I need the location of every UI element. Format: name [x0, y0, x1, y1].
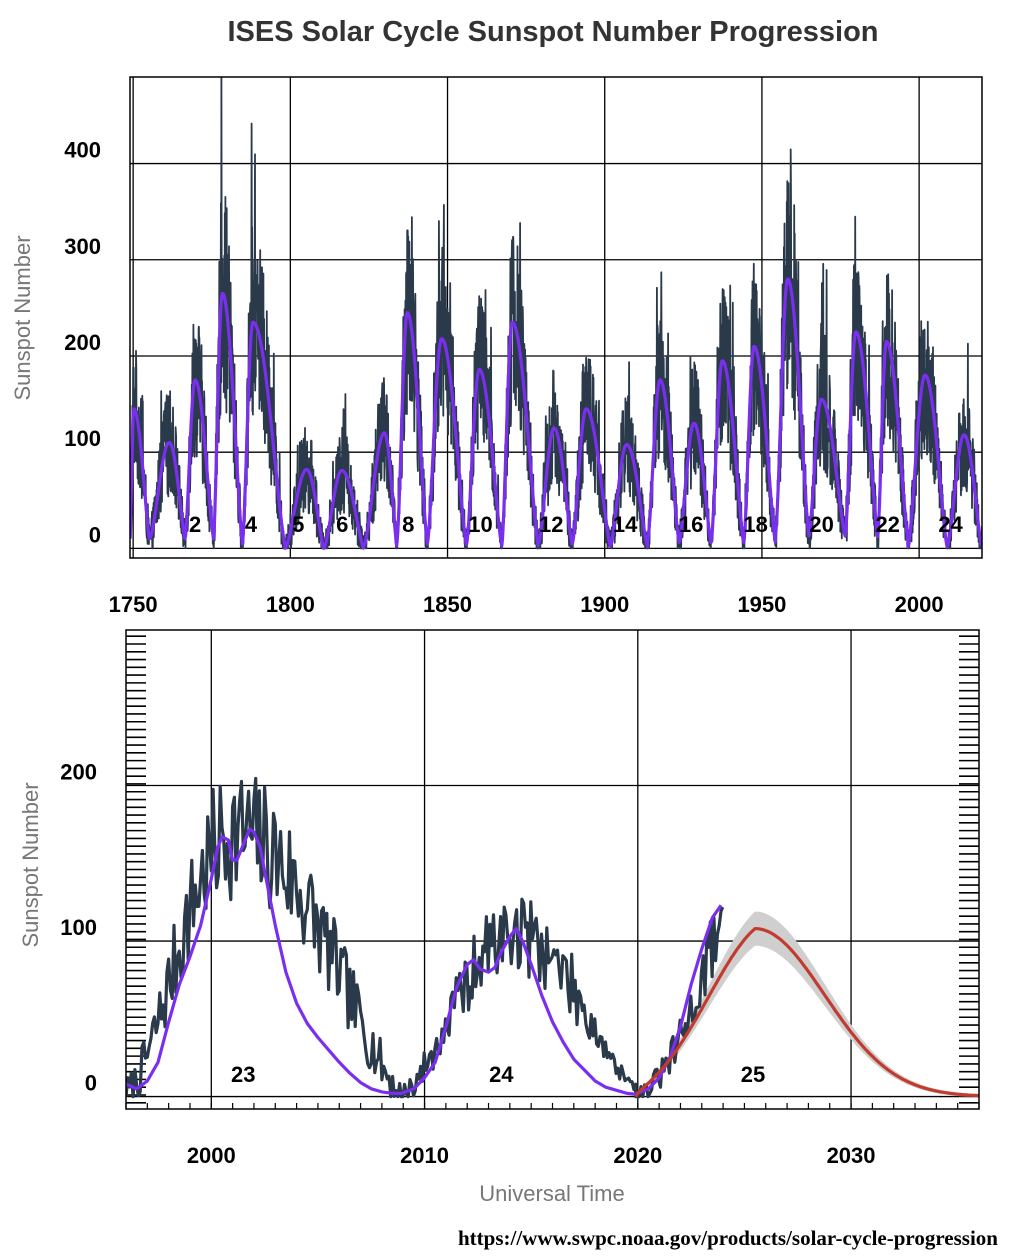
bottom-cycle-labels: 23 24 25 — [231, 1062, 765, 1087]
top-cycle-number: 20 — [809, 512, 833, 537]
bottom-y-axis-label: Sunspot Number — [18, 782, 43, 947]
recent-panel: 2000 2010 2020 2030 0 100 200 23 24 25 Sunspot N… — [18, 629, 980, 1206]
top-tick-labels: 1750 1800 1850 1900 1950 2000 0 100 200 300 400 — [64, 138, 943, 617]
top-cycle-number: 2 — [189, 512, 201, 537]
top-y-tick-label: 100 — [64, 426, 101, 451]
top-x-tick-label: 1800 — [266, 592, 315, 617]
top-cycle-number: 4 — [245, 512, 258, 537]
top-smoothed-line — [130, 277, 982, 550]
top-x-tick-label: 1900 — [580, 592, 629, 617]
top-cycle-number: 16 — [679, 512, 703, 537]
bottom-smoothed-line — [126, 827, 723, 1096]
predicted-cycle-line — [634, 927, 979, 1098]
top-y-axis-label: Sunspot Number — [10, 235, 35, 400]
top-x-tick-label: 1850 — [423, 592, 472, 617]
top-cycle-number: 24 — [938, 512, 963, 537]
top-cycle-number: 14 — [613, 512, 638, 537]
top-cycle-number: 12 — [539, 512, 563, 537]
bottom-y-tick-label: 100 — [60, 915, 97, 940]
bottom-plot-frame — [125, 629, 980, 1110]
bottom-monthly-line — [126, 776, 725, 1099]
top-cycle-number: 8 — [402, 512, 414, 537]
top-cycle-number: 6 — [336, 512, 348, 537]
top-plot-frame — [129, 76, 983, 559]
top-y-tick-label: 0 — [89, 522, 101, 547]
bottom-x-tick-label: 2000 — [187, 1143, 236, 1168]
bottom-y-tick-label: 0 — [85, 1071, 97, 1096]
top-cycle-number: 22 — [875, 512, 899, 537]
top-cycle-number: 18 — [743, 512, 767, 537]
bottom-cycle-number: 25 — [741, 1062, 765, 1087]
bottom-tick-labels: 2000 2010 2020 2030 0 100 200 — [60, 760, 875, 1168]
top-cycle-number: 5 — [292, 512, 304, 537]
top-x-tick-label: 1750 — [109, 592, 158, 617]
bottom-y-tick-label: 200 — [60, 760, 97, 785]
source-url: https://www.swpc.noaa.gov/products/solar… — [458, 1226, 998, 1250]
top-x-tick-label: 1950 — [737, 592, 786, 617]
chart-title: ISES Solar Cycle Sunspot Number Progress… — [227, 16, 878, 48]
bottom-x-tick-label: 2010 — [400, 1143, 449, 1168]
top-cycle-labels: 2 4 5 6 8 10 12 14 16 18 20 22 24 — [189, 512, 964, 537]
top-y-tick-label: 400 — [64, 138, 101, 163]
bottom-x-tick-label: 2020 — [613, 1143, 662, 1168]
top-y-tick-label: 300 — [64, 234, 101, 259]
bottom-cycle-number: 23 — [231, 1062, 255, 1087]
bottom-minor-ticks — [125, 635, 980, 1109]
top-series — [130, 77, 982, 550]
top-x-tick-label: 2000 — [895, 592, 944, 617]
top-cycle-number: 10 — [468, 512, 492, 537]
x-axis-label: Universal Time — [479, 1181, 624, 1206]
top-y-tick-label: 200 — [64, 330, 101, 355]
bottom-series — [126, 776, 979, 1099]
bottom-cycle-number: 24 — [489, 1062, 514, 1087]
bottom-x-tick-label: 2030 — [827, 1143, 876, 1168]
